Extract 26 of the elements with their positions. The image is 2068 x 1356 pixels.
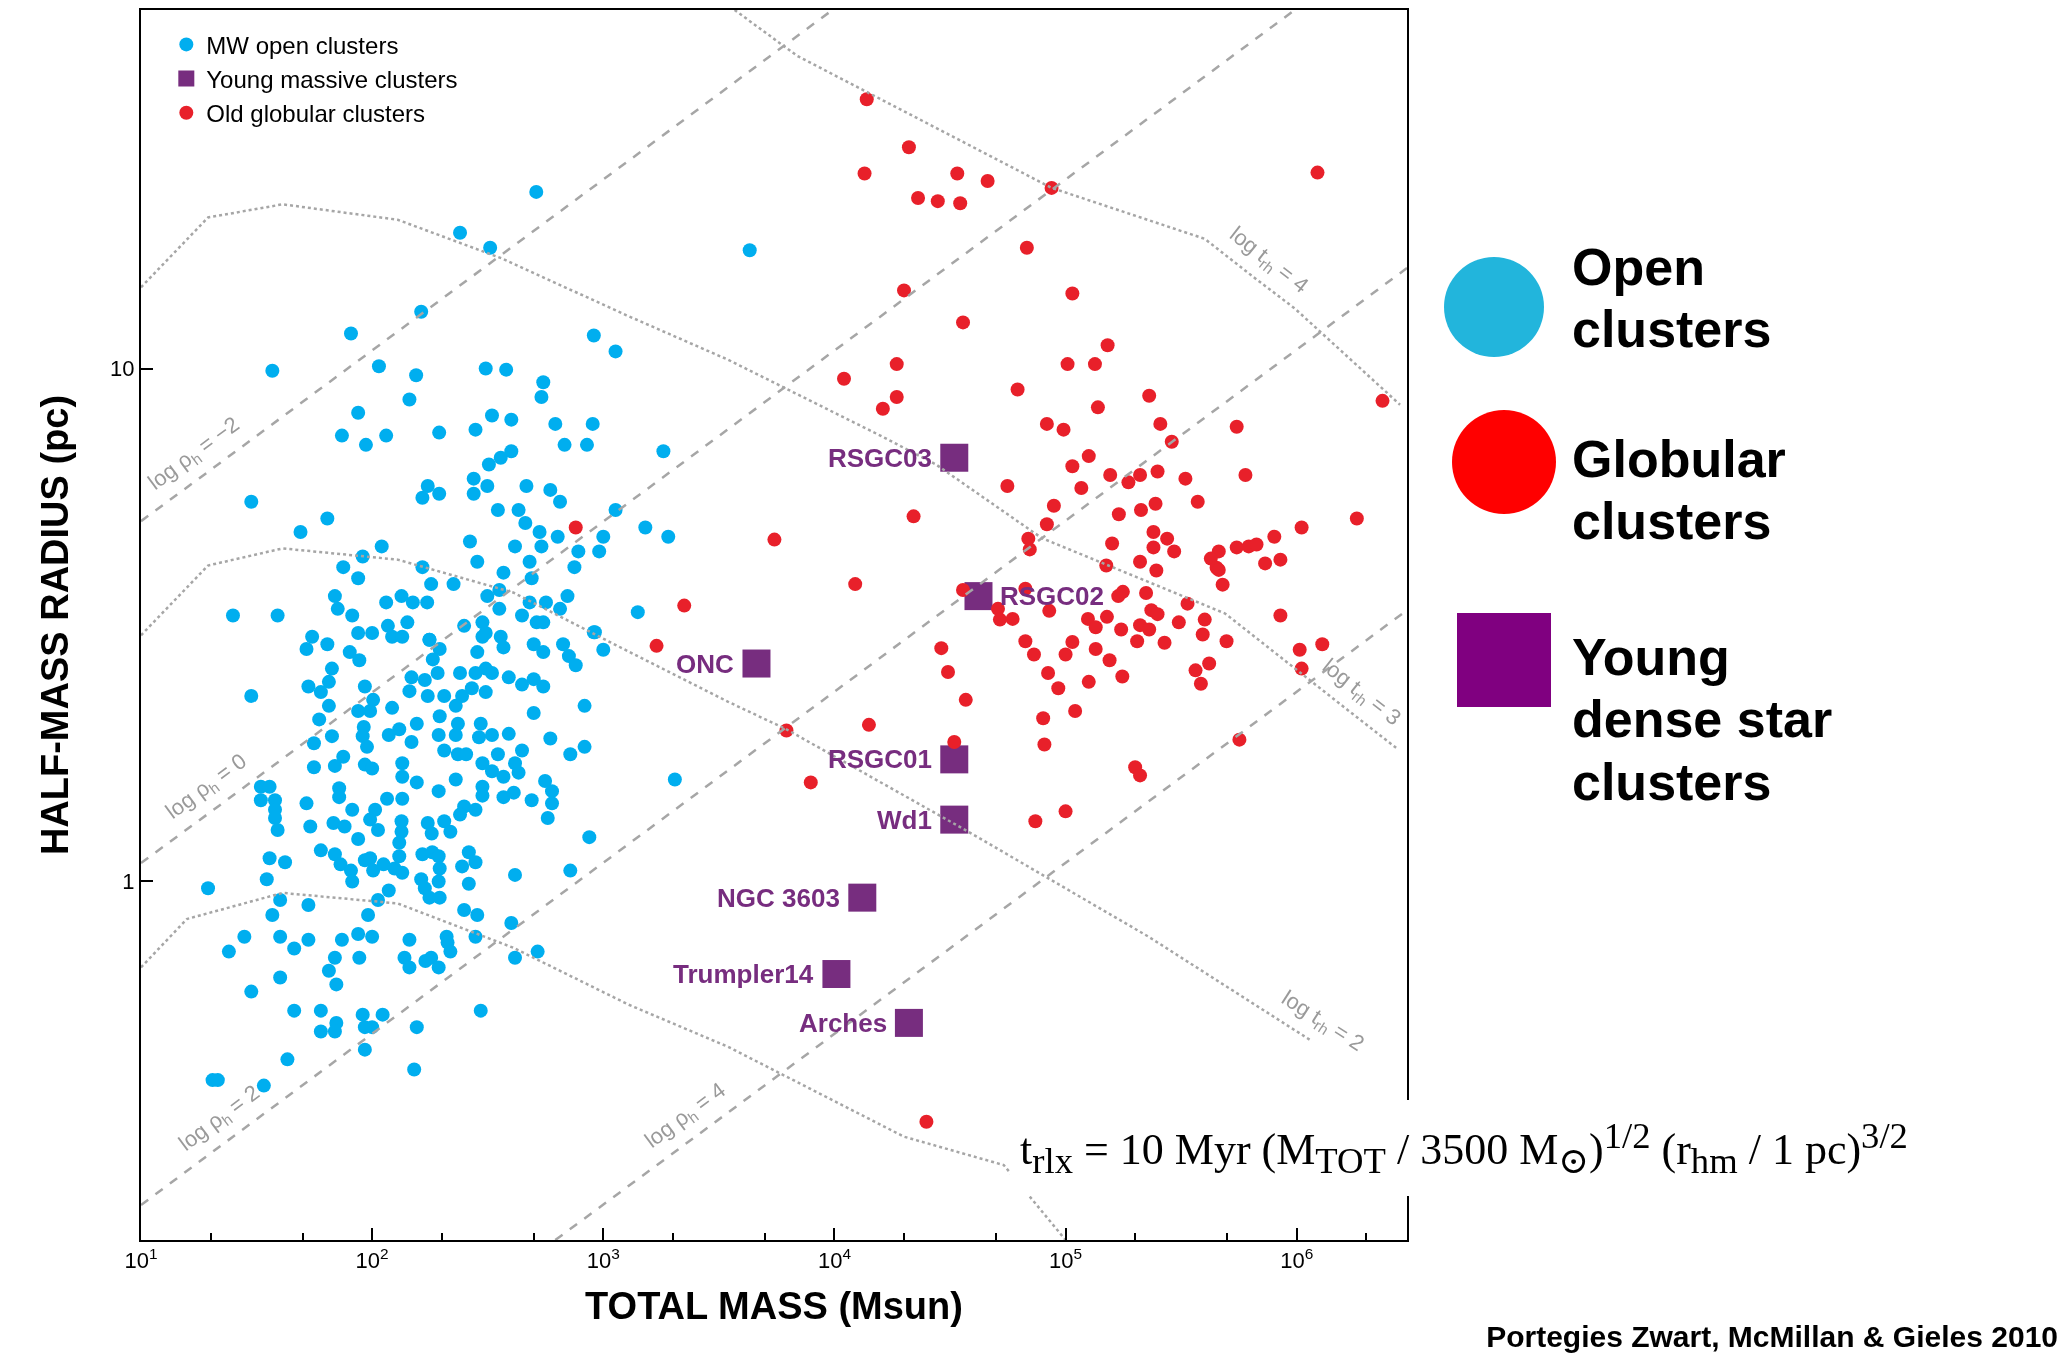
annotation: Wd1 — [877, 805, 932, 835]
y-tick-label: 10 — [110, 356, 135, 382]
annotation: RSGC02 — [1000, 581, 1105, 611]
legend-label: Old globular clusters — [206, 100, 426, 128]
annotation: RSGC03 — [828, 443, 933, 473]
x-tick-label: 10$^{2}$ — [355, 1245, 389, 1274]
x-tick-label: 10$^{6}$ — [1280, 1245, 1314, 1274]
text: Globular clusters — [1572, 429, 1787, 553]
y-axis-title: HALF-MASS RADIUS (pc) — [33, 394, 76, 856]
annotation: RSGC01 — [828, 744, 933, 774]
x-tick-label: 10$^{5}$ — [1049, 1245, 1083, 1274]
x-axis-title: TOTAL MASS (Msun) — [585, 1285, 963, 1327]
x-tick-label: 10$^{1}$ — [124, 1245, 158, 1274]
text: Open clusters — [1572, 237, 1773, 361]
x-tick-label: 10$^{3}$ — [586, 1245, 620, 1274]
annotation: Trumpler14 — [673, 959, 814, 989]
annotation: ONC — [676, 649, 734, 679]
annotation: NGC 3603 — [717, 883, 840, 913]
text: Young dense star clusters — [1572, 627, 1834, 813]
y-tick-label: 1 — [122, 869, 135, 895]
text: t$_{rlx}$ = 10 Myr (M$_{TOT}$ / 3500 M$_{⊙}$)$^{1/2}$ (r$_{hm}$ / 1 pc)$^{3/2}$ — [1020, 1115, 1908, 1182]
legend-label: Young massive clusters — [206, 65, 458, 93]
x-tick-label: 10$^{4}$ — [817, 1245, 852, 1274]
annotation: Arches — [799, 1008, 888, 1038]
text: Portegies Zwart, McMillan & Gieles 2010 — [1486, 1320, 2058, 1354]
legend-label: MW open clusters — [206, 31, 399, 59]
